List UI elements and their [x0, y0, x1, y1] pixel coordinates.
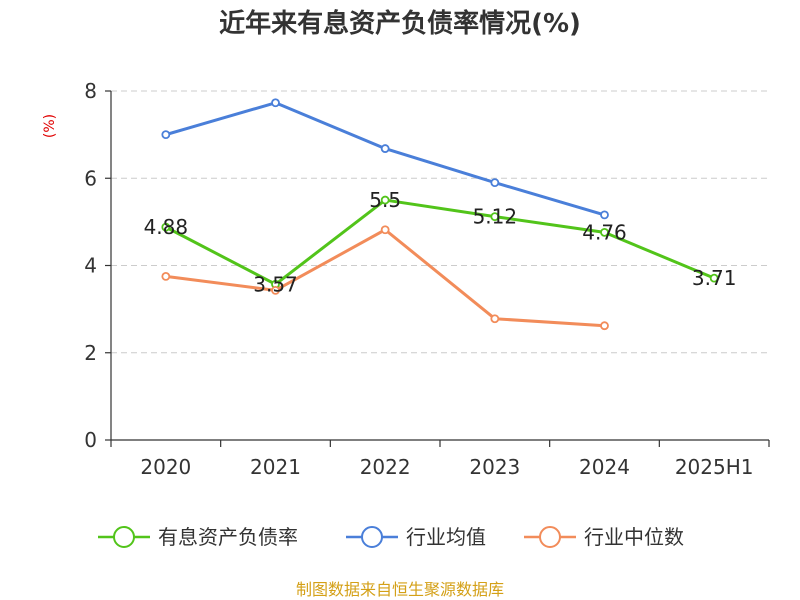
- data-label: 5.5: [369, 188, 401, 212]
- data-point: [380, 144, 390, 153]
- series-line: [165, 198, 715, 286]
- y-tick-label: 0: [84, 428, 97, 452]
- data-point: [490, 212, 500, 222]
- series-line: [165, 228, 605, 328]
- legend-label: 行业均值: [406, 525, 486, 549]
- legend-item[interactable]: 有息资产负债率: [98, 525, 298, 549]
- data-point: [600, 321, 609, 331]
- x-tick-label: 2025H1: [675, 455, 754, 479]
- y-tick-label: 4: [84, 254, 97, 278]
- data-point: [490, 314, 500, 324]
- legend-item[interactable]: 行业中位数: [524, 525, 684, 549]
- chart-title: 近年来有息资产负债率情况(%): [219, 8, 581, 39]
- data-point: [271, 285, 280, 295]
- data-label: 3.71: [692, 266, 737, 290]
- data-point: [490, 178, 500, 188]
- legend-marker: [113, 526, 135, 548]
- x-tick-label: 2022: [360, 455, 411, 479]
- grid: [111, 90, 769, 354]
- data-label: 4.88: [144, 215, 189, 239]
- data-label: 4.76: [582, 220, 627, 244]
- data-label: 3.57: [253, 272, 298, 296]
- legend-label: 行业中位数: [584, 525, 684, 549]
- series: [161, 98, 719, 331]
- legend-marker: [539, 526, 561, 548]
- data-point: [161, 222, 171, 232]
- legend: 有息资产负债率 行业均值 行业中位数: [98, 525, 684, 549]
- data-point: [271, 98, 280, 108]
- data-point: [600, 210, 609, 220]
- data-point: [161, 272, 171, 281]
- y-tick-label: 6: [84, 166, 97, 190]
- data-point: [600, 227, 609, 237]
- data-point: [380, 225, 390, 235]
- x-tick-label: 2021: [250, 455, 301, 479]
- axes: 0 2 4 6 8 2020 2021 2022 2023 2024 2025H1: [84, 79, 770, 479]
- x-tick-label: 2024: [579, 455, 630, 479]
- x-tick-label: 2020: [140, 455, 191, 479]
- data-point: [161, 130, 171, 140]
- source-note: 制图数据来自恒生聚源数据库: [296, 580, 504, 599]
- data-point: [709, 273, 719, 283]
- y-tick-label: 8: [84, 79, 97, 103]
- data-label: 5.12: [473, 205, 518, 229]
- legend-marker: [361, 526, 383, 548]
- y-tick-label: 2: [84, 341, 97, 365]
- data-labels: 4.88 3.57 5.5 5.12 4.76 3.71: [144, 188, 737, 296]
- legend-label: 有息资产负债率: [158, 525, 298, 549]
- x-tick-label: 2023: [469, 455, 520, 479]
- data-point: [380, 195, 390, 205]
- y-axis-label: (%): [42, 114, 58, 138]
- legend-item[interactable]: 行业均值: [346, 525, 486, 549]
